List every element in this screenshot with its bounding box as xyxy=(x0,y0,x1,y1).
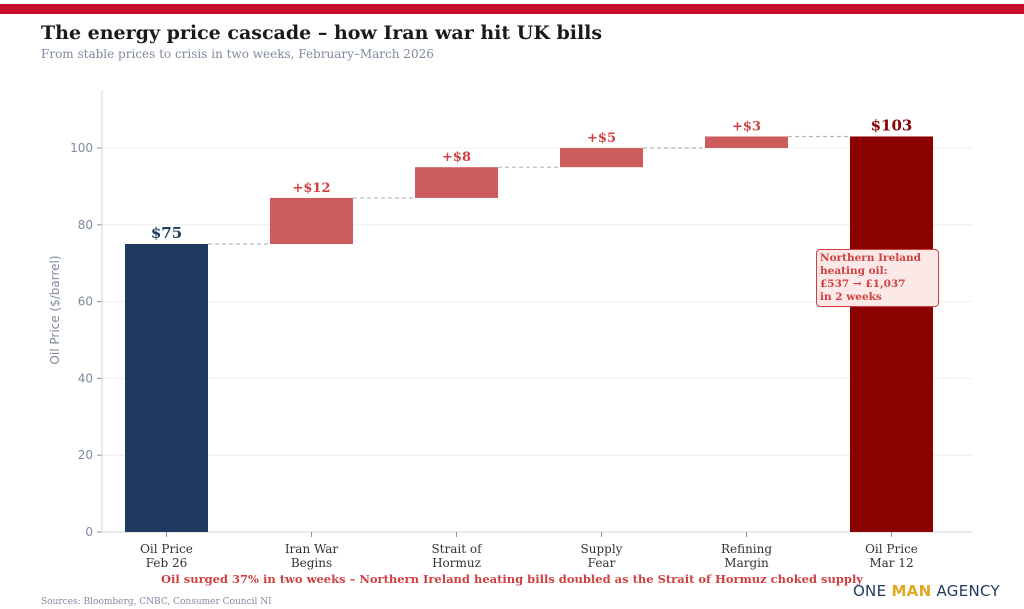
footer-note: Oil surged 37% in two weeks – Northern I… xyxy=(160,572,863,586)
bar xyxy=(705,136,788,148)
y-tick-label: 60 xyxy=(78,295,93,309)
y-axis-label: Oil Price ($/barrel) xyxy=(48,255,62,364)
x-tick-label: Fear xyxy=(588,556,616,570)
x-tick-label: Strait of xyxy=(431,542,483,556)
accent-bar xyxy=(0,4,1024,14)
x-tick-label: Iran War xyxy=(285,542,339,556)
x-tick-label: Hormuz xyxy=(432,556,481,570)
y-tick-label: 80 xyxy=(78,218,93,232)
data-label: $75 xyxy=(151,224,182,242)
data-label: +$12 xyxy=(292,181,330,196)
connectors xyxy=(208,135,850,245)
x-tick-label: Oil Price xyxy=(140,542,193,556)
x-tick-label: Oil Price xyxy=(865,542,918,556)
data-label: +$8 xyxy=(442,150,471,165)
bar xyxy=(850,136,933,533)
brand-word: MAN xyxy=(891,582,932,600)
annotation-line: heating oil: xyxy=(820,265,888,277)
chart-subtitle: From stable prices to crisis in two week… xyxy=(41,47,434,61)
y-tick-label: 20 xyxy=(78,448,93,462)
y-tick-label: 100 xyxy=(70,141,93,155)
brand-word: ONE xyxy=(852,582,892,600)
brand-word: AGENCY xyxy=(931,582,1000,600)
bar xyxy=(270,197,353,244)
x-tick-label: Refining xyxy=(721,542,772,556)
x-tick-label: Feb 26 xyxy=(146,556,188,570)
data-label: +$3 xyxy=(732,119,761,134)
x-tick-label: Supply xyxy=(581,542,623,556)
bar xyxy=(125,244,208,532)
bar-labels: $75 +$12 +$8 +$5 +$3 $103 xyxy=(151,116,913,242)
chart-title: The energy price cascade – how Iran war … xyxy=(41,22,603,44)
y-tick-label: 40 xyxy=(78,371,93,385)
annotation-line: Northern Ireland xyxy=(820,252,922,264)
x-tick-label: Mar 12 xyxy=(869,556,913,570)
axes: 0 20 40 60 80 100 xyxy=(70,90,972,539)
annotation-line: in 2 weeks xyxy=(820,291,882,303)
data-label: +$5 xyxy=(587,131,616,146)
annotation-box: Northern Ireland heating oil: £537 → £1,… xyxy=(816,249,939,307)
y-tick-label: 0 xyxy=(85,525,93,539)
annotation-line: £537 → £1,037 xyxy=(820,278,906,290)
sources-text: Sources: Bloomberg, CNBC, Consumer Counc… xyxy=(41,597,272,607)
x-tick-label: Margin xyxy=(724,556,769,570)
x-tick-label: Begins xyxy=(291,556,332,570)
bar xyxy=(415,167,498,198)
data-label: $103 xyxy=(871,116,913,134)
bars xyxy=(125,136,933,533)
brand-logo: ONE MAN AGENCY xyxy=(853,582,1000,600)
bar xyxy=(560,148,643,168)
